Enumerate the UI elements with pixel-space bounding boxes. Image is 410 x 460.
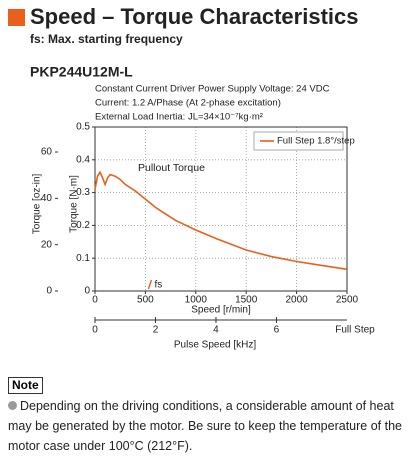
annotation: Pullout Torque bbox=[138, 162, 205, 174]
title-icon bbox=[8, 9, 25, 26]
y-tick-label: 0.4 bbox=[76, 154, 90, 165]
bullet bbox=[8, 401, 17, 410]
x2-tick-label: 0 bbox=[92, 325, 98, 336]
chart-title: PKP244U12M-L bbox=[30, 64, 133, 80]
annotation: fs bbox=[154, 280, 162, 291]
x-axis-label: Speed [r/min] bbox=[191, 305, 251, 316]
note-label: Note bbox=[8, 377, 43, 394]
legend-label: Full Step 1.8°/step bbox=[277, 136, 355, 147]
y2-axis-label: Torque [oz-in] bbox=[32, 173, 43, 234]
y2-tick-label: 20 bbox=[41, 239, 53, 250]
y-tick-label: 0.1 bbox=[76, 253, 90, 264]
y-tick-label: 0.2 bbox=[76, 220, 90, 231]
x-tick-label: 0 bbox=[92, 295, 98, 306]
x-tick-label: 500 bbox=[137, 295, 154, 306]
y2-tick-label: 40 bbox=[41, 193, 53, 204]
plot-frame bbox=[94, 126, 348, 292]
chart: Speed – Torque Characteristics fs: Max. … bbox=[8, 4, 375, 351]
page-title: Speed – Torque Characteristics bbox=[30, 4, 359, 29]
x-tick-label: 1000 bbox=[185, 295, 208, 306]
condition: Constant Current Driver Power Supply Vol… bbox=[95, 84, 330, 95]
legend-box bbox=[253, 131, 344, 151]
x2-row-label: Full Step bbox=[335, 325, 375, 336]
fs-marker bbox=[147, 279, 153, 290]
note-text: Depending on the driving conditions, a c… bbox=[8, 399, 402, 453]
x-tick-label: 1500 bbox=[235, 295, 258, 306]
x-tick-label: 2500 bbox=[336, 295, 359, 306]
x-tick-label: 2000 bbox=[285, 295, 308, 306]
x2-tick-label: 2 bbox=[153, 325, 159, 336]
series-line bbox=[94, 170, 348, 271]
y-tick-label: 0.5 bbox=[76, 122, 90, 133]
condition: Current: 1.2 A/Phase (At 2-phase excitat… bbox=[95, 98, 281, 109]
y2-tick-label: 0 bbox=[46, 286, 52, 297]
page-subtitle: fs: Max. starting frequency bbox=[30, 32, 183, 46]
condition: External Load Inertia: JL=34×10⁻⁷kg·m² bbox=[95, 112, 263, 123]
x2-tick-label: 4 bbox=[213, 325, 219, 336]
y-tick-label: 0 bbox=[84, 286, 90, 297]
x2-tick-label: 6 bbox=[274, 325, 280, 336]
y-tick-label: 0.3 bbox=[76, 187, 90, 198]
y-axis-label: Torque [N·m] bbox=[69, 175, 80, 233]
note: Depending on the driving conditions, a c… bbox=[8, 396, 403, 456]
x2-axis-label: Pulse Speed [kHz] bbox=[174, 340, 256, 351]
y2-tick-label: 60 bbox=[41, 147, 53, 158]
